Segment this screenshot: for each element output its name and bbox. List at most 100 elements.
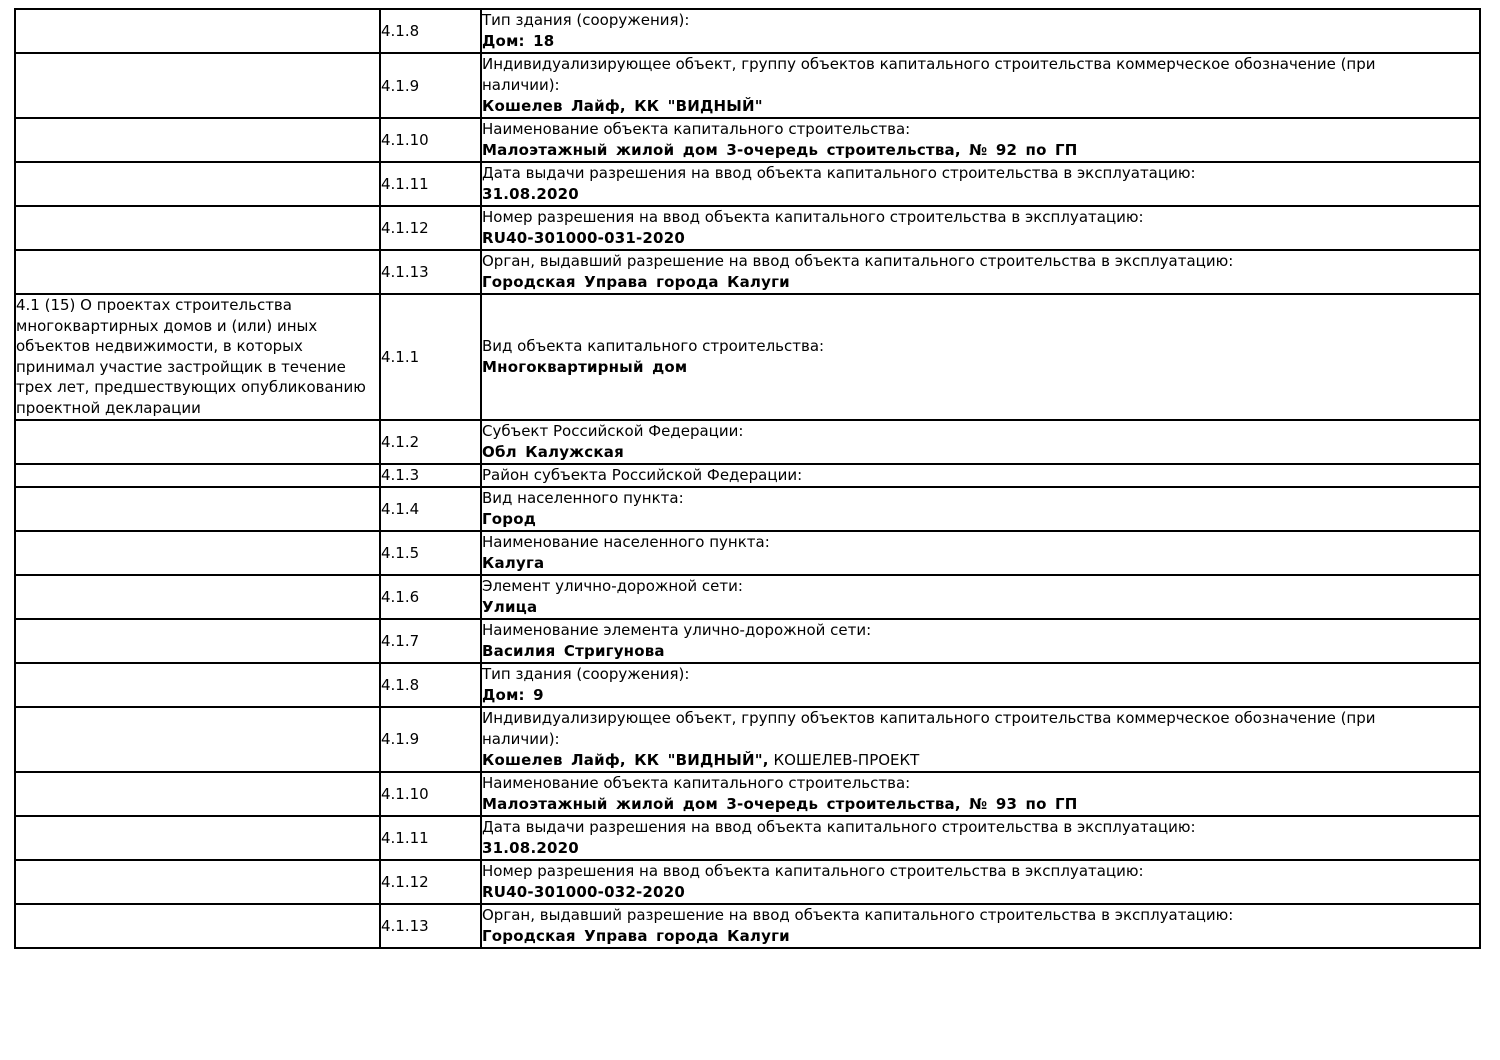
table-row: 4.1.8 Тип здания (сооружения): Дом: 18 xyxy=(14,8,1481,54)
section-cell xyxy=(14,705,381,773)
field-label: Дата выдачи разрешения на ввод объекта к… xyxy=(482,817,1196,836)
row-number: 4.1.6 xyxy=(381,587,420,606)
row-content-cell: Индивидуализирующее объект, группу объек… xyxy=(480,705,1481,773)
row-content-cell: Наименование элемента улично-дорожной се… xyxy=(480,617,1481,664)
field-value: Кошелев Лайф, КК "ВИДНЫЙ" xyxy=(482,96,1478,116)
field-value: Городская Управа города Калуги xyxy=(483,926,1478,946)
row-number-cell: 4.1.5 xyxy=(379,529,482,576)
field-label: Вид населенного пункта: xyxy=(482,488,684,507)
row-content-cell: Наименование объекта капитального строит… xyxy=(480,117,1481,163)
row-number: 4.1.2 xyxy=(381,432,420,451)
table-row: 4.1.11 Дата выдачи разрешения на ввод об… xyxy=(14,161,1481,207)
field-value: Обл Калужская xyxy=(483,442,1478,462)
field-label: Элемент улично-дорожной сети: xyxy=(482,576,743,595)
field-value-bold: Дом: 9 xyxy=(482,685,544,704)
field-value: Василия Стригунова xyxy=(482,641,1478,661)
field-value-bold: Многоквартирный дом xyxy=(482,357,688,376)
section-cell xyxy=(14,617,381,664)
row-number-cell: 4.1.4 xyxy=(379,485,482,532)
section-cell xyxy=(14,418,381,465)
row-number: 4.1.7 xyxy=(381,631,420,650)
field-value: Многоквартирный дом xyxy=(482,357,1478,378)
field-value: Калуга xyxy=(482,553,1478,573)
row-number-cell: 4.1.8 xyxy=(379,8,482,54)
row-content-cell: Тип здания (сооружения): Дом: 18 xyxy=(480,8,1481,54)
field-label: Индивидуализирующее объект, группу объек… xyxy=(482,55,1376,94)
field-value-bold: RU40-301000-032-2020 xyxy=(482,882,685,901)
table-row: 4.1.13 Орган, выдавший разрешение на вво… xyxy=(14,902,1481,949)
row-number-cell: 4.1.9 xyxy=(379,52,482,119)
row-content-cell: Тип здания (сооружения): Дом: 9 xyxy=(480,661,1481,708)
row-number: 4.1.11 xyxy=(381,175,429,193)
table-row: 4.1.12 Номер разрешения на ввод объекта … xyxy=(14,205,1481,251)
section-cell xyxy=(14,52,381,119)
row-number: 4.1.8 xyxy=(381,22,420,40)
row-content-cell: Номер разрешения на ввод объекта капитал… xyxy=(480,858,1481,905)
field-value-bold: Кошелев Лайф, КК "ВИДНЫЙ" xyxy=(482,97,763,115)
field-value-bold: Малоэтажный жилой дом 3-очередь строител… xyxy=(482,141,1078,159)
field-value: Дом: 9 xyxy=(482,685,1478,705)
row-number-cell: 4.1.13 xyxy=(379,902,482,949)
field-value: Малоэтажный жилой дом 3-очередь строител… xyxy=(483,794,1478,814)
field-label: Наименование объекта капитального строит… xyxy=(482,773,911,792)
row-number-cell: 4.1.13 xyxy=(379,249,482,295)
row-number-cell: 4.1.7 xyxy=(379,617,482,664)
field-value-bold: Город xyxy=(482,509,537,528)
field-value-regular: КОШЕЛЕВ-ПРОЕКТ xyxy=(768,750,920,769)
field-label: Номер разрешения на ввод объекта капитал… xyxy=(482,861,1144,880)
field-label: Дата выдачи разрешения на ввод объекта к… xyxy=(482,164,1196,182)
field-value-bold: 31.08.2020 xyxy=(482,838,579,857)
row-number: 4.1.4 xyxy=(381,499,420,518)
field-value-bold: Калуга xyxy=(482,553,545,572)
section-cell xyxy=(14,485,381,532)
row-number: 4.1.11 xyxy=(381,828,429,847)
row-number: 4.1.9 xyxy=(381,76,420,95)
field-value-bold: Городская Управа города Калуги xyxy=(482,273,790,291)
table-row: 4.1.6 Элемент улично-дорожной сети: Улиц… xyxy=(14,573,1481,620)
section-cell xyxy=(14,205,381,251)
row-number: 4.1.3 xyxy=(381,466,420,485)
field-value-bold: Улица xyxy=(482,597,538,616)
field-label: Орган, выдавший разрешение на ввод объек… xyxy=(482,905,1234,924)
row-content-cell: Орган, выдавший разрешение на ввод объек… xyxy=(480,249,1481,295)
row-content-cell: Вид населенного пункта: Город xyxy=(480,485,1481,532)
field-label: Субъект Российской Федерации: xyxy=(482,421,744,440)
row-number: 4.1.12 xyxy=(381,872,429,891)
row-content-cell: Вид объекта капитального строительства: … xyxy=(480,293,1481,421)
table-row: 4.1.4 Вид населенного пункта: Город xyxy=(14,485,1481,532)
field-value: 31.08.2020 xyxy=(482,838,1478,858)
field-value-bold: Кошелев Лайф, КК "ВИДНЫЙ", xyxy=(482,750,769,769)
field-label: Индивидуализирующее объект, группу объек… xyxy=(482,708,1376,748)
field-value-bold: Василия Стригунова xyxy=(482,641,665,660)
section-cell xyxy=(14,117,381,163)
row-number-cell: 4.1.10 xyxy=(379,117,482,163)
table-row: 4.1.13 Орган, выдавший разрешение на вво… xyxy=(14,249,1481,295)
row-content-cell: Наименование населенного пункта: Калуга xyxy=(480,529,1481,576)
row-number-cell: 4.1.11 xyxy=(379,161,482,207)
field-label: Наименование объекта капитального строит… xyxy=(482,120,911,138)
row-number-cell: 4.1.6 xyxy=(379,573,482,620)
section-cell xyxy=(14,573,381,620)
row-content-cell: Дата выдачи разрешения на ввод объекта к… xyxy=(480,161,1481,207)
table-row: 4.1 (15) О проектах строительства многок… xyxy=(14,293,1481,421)
row-number: 4.1.9 xyxy=(381,730,420,749)
row-number: 4.1.8 xyxy=(381,675,420,694)
section-cell xyxy=(14,858,381,905)
field-value: Кошелев Лайф, КК "ВИДНЫЙ", КОШЕЛЕВ-ПРОЕК… xyxy=(482,750,1478,770)
table-row: 4.1.3 Район субъекта Российской Федераци… xyxy=(14,462,1481,488)
field-label: Орган, выдавший разрешение на ввод объек… xyxy=(482,252,1234,270)
row-content-cell: Орган, выдавший разрешение на ввод объек… xyxy=(480,902,1481,949)
section-cell xyxy=(14,249,381,295)
row-number: 4.1.10 xyxy=(381,784,429,803)
table-row: 4.1.10 Наименование объекта капитального… xyxy=(14,770,1481,817)
section-cell xyxy=(14,462,381,488)
field-value: Малоэтажный жилой дом 3-очередь строител… xyxy=(482,140,1478,160)
field-value: Улица xyxy=(482,597,1478,617)
field-value: Городская Управа города Калуги xyxy=(482,272,1478,292)
field-value: RU40-301000-031-2020 xyxy=(483,228,1478,248)
section-cell xyxy=(14,8,381,54)
field-label: Район субъекта Российской Федерации: xyxy=(482,465,803,484)
table-row: 4.1.9 Индивидуализирующее объект, группу… xyxy=(14,52,1481,119)
row-content-cell: Индивидуализирующее объект, группу объек… xyxy=(480,52,1481,119)
section-text: 4.1 (15) О проектах строительства многок… xyxy=(16,296,366,417)
